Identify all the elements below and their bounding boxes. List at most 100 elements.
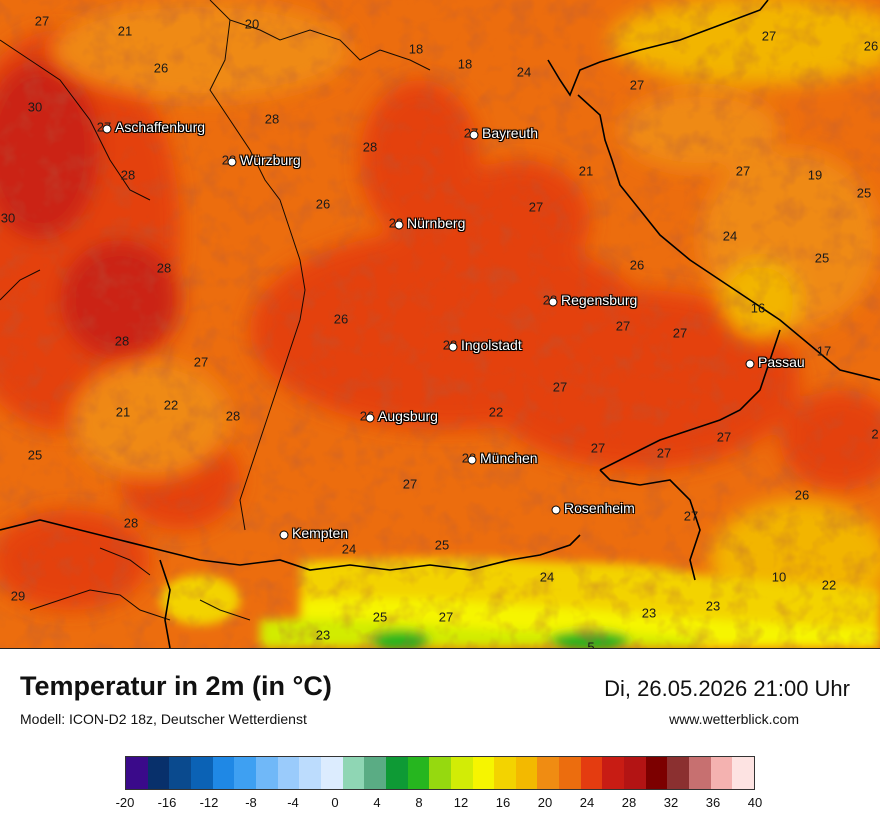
legend-swatch (169, 757, 191, 789)
temperature-value: 21 (578, 163, 594, 179)
legend-swatch (126, 757, 148, 789)
temperature-value: 27 (761, 28, 777, 44)
legend-swatch (299, 757, 321, 789)
city-marker-icon (469, 130, 479, 140)
legend-swatch (385, 757, 408, 789)
legend-tick-label: -12 (199, 795, 219, 810)
legend-swatch (450, 757, 473, 789)
map-graphic (0, 0, 880, 648)
temperature-value: 24 (341, 541, 357, 557)
legend-tick-label: 16 (495, 795, 511, 810)
legend-tick-label: -16 (157, 795, 177, 810)
temperature-value: 26 (153, 60, 169, 76)
footer: Temperatur in 2m (in °C) Modell: ICON-D2… (0, 649, 880, 830)
temperature-value: 27 (683, 508, 699, 524)
temperature-value: 28 (225, 408, 241, 424)
legend-swatch (645, 757, 668, 789)
temperature-value: 27 (438, 609, 454, 625)
legend-tick-label: 36 (705, 795, 721, 810)
temperature-value: 22 (163, 397, 179, 413)
city-marker-icon (365, 413, 375, 423)
temperature-value: 26 (629, 257, 645, 273)
temperature-value: 21 (117, 23, 133, 39)
legend-swatch (580, 757, 603, 789)
legend-tick-label: 12 (453, 795, 469, 810)
temperature-value: 23 (315, 627, 331, 643)
temperature-value: 27 (716, 429, 732, 445)
city-marker-icon (551, 505, 561, 515)
city-label: Ingolstadt (461, 337, 522, 353)
legend-tick-label: 40 (747, 795, 763, 810)
temperature-value: 23 (641, 605, 657, 621)
temperature-value: 25 (856, 185, 872, 201)
temperature-value: 25 (372, 609, 388, 625)
forecast-datetime: Di, 26.05.2026 21:00 Uhr (604, 676, 850, 701)
temperature-value: 22 (821, 577, 837, 593)
temperature-value: 27 (552, 379, 568, 395)
city-marker-icon (279, 530, 289, 540)
color-legend (125, 756, 755, 790)
temperature-value: 24 (722, 228, 738, 244)
legend-swatch (602, 757, 625, 789)
city-label: Passau (758, 354, 805, 370)
legend-swatch (494, 757, 516, 789)
city-marker-icon (227, 157, 237, 167)
temperature-value: 29 (10, 588, 26, 604)
temperature-value: 28 (156, 260, 172, 276)
temperature-value: 10 (771, 569, 787, 585)
city-label: Kempten (292, 525, 349, 541)
legend-swatch (689, 757, 711, 789)
temperature-value: 21 (115, 404, 131, 420)
legend-swatch (234, 757, 256, 789)
temperature-value: 27 (34, 13, 50, 29)
legend-swatch (537, 757, 560, 789)
temperature-value: 22 (488, 404, 504, 420)
city-label: Regensburg (561, 292, 638, 308)
legend-swatch (277, 757, 300, 789)
legend-swatch (472, 757, 495, 789)
city-label: Bayreuth (482, 125, 539, 141)
legend-tick-label: 4 (373, 795, 381, 810)
legend-swatch (407, 757, 430, 789)
temperature-value: 18 (408, 41, 424, 57)
city-label: Rosenheim (564, 500, 635, 516)
city-label: München (480, 450, 538, 466)
city-marker-icon (448, 342, 458, 352)
map-title: Temperatur in 2m (in °C) (20, 671, 332, 701)
legend-swatch (212, 757, 235, 789)
city-label: Augsburg (378, 408, 438, 424)
temperature-value: 2 (871, 426, 879, 442)
temperature-value: 5 (587, 639, 595, 649)
temperature-map: 27 21 20 26 18 18 24 27 27 26 30 28 28 28 21 27 19 25 26 27… (0, 0, 880, 649)
city-marker-icon (745, 359, 755, 369)
temperature-value: 25 (814, 250, 830, 266)
temperature-value: 30 (0, 210, 16, 226)
temperature-value: 19 (807, 167, 823, 183)
legend-tick-label: 28 (621, 795, 637, 810)
temperature-value: 28 (362, 139, 378, 155)
temperature-value: 27 (656, 445, 672, 461)
temperature-value: 27 (735, 163, 751, 179)
legend-swatch (710, 757, 733, 789)
legend-tick-label: -20 (115, 795, 135, 810)
legend-tick-label: 0 (331, 795, 339, 810)
legend-tick-label: 32 (663, 795, 679, 810)
legend-swatch (147, 757, 170, 789)
temperature-value: 17 (816, 343, 832, 359)
legend-tick-label: 24 (579, 795, 595, 810)
region-borders (0, 0, 431, 621)
temperature-value: 24 (516, 64, 532, 80)
temperature-value: 26 (794, 487, 810, 503)
website-link[interactable]: www.wetterblick.com (669, 711, 799, 727)
temperature-value: 25 (27, 447, 43, 463)
legend-swatch (190, 757, 213, 789)
city-label: Würzburg (240, 152, 301, 168)
temperature-value: 30 (27, 99, 43, 115)
temperature-value: 28 (120, 167, 136, 183)
temperature-value: 18 (457, 56, 473, 72)
temperature-value: 27 (590, 440, 606, 456)
model-info: Modell: ICON-D2 18z, Deutscher Wetterdie… (20, 711, 307, 727)
city-label: Nürnberg (407, 215, 466, 231)
temperature-value: 25 (434, 537, 450, 553)
temperature-value: 28 (264, 111, 280, 127)
